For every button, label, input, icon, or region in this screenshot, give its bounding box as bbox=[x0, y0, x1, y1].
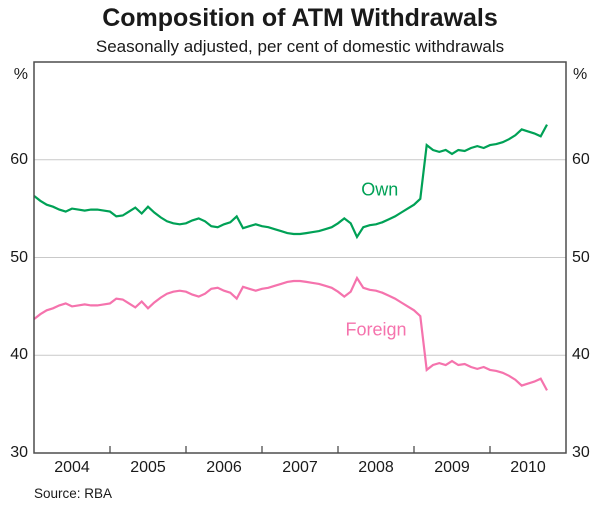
y-axis-label-right-60: 60 bbox=[572, 150, 590, 168]
own-series-label: Own bbox=[361, 179, 399, 200]
x-axis-label-2009: 2009 bbox=[434, 459, 470, 476]
series-line-own bbox=[33, 124, 548, 240]
x-axis-label-2005: 2005 bbox=[130, 459, 166, 476]
y-axis-unit-right: % bbox=[573, 66, 588, 83]
y-axis-unit-left: % bbox=[13, 66, 28, 83]
x-axis-label-2010: 2010 bbox=[510, 459, 546, 476]
source-note: Source: RBA bbox=[34, 486, 113, 501]
series-line-foreign bbox=[33, 275, 548, 391]
y-axis-label-right-50: 50 bbox=[572, 248, 590, 266]
chart-title: Composition of ATM Withdrawals bbox=[102, 4, 498, 32]
plot-frame bbox=[33, 61, 567, 454]
x-axis-label-2006: 2006 bbox=[206, 459, 242, 476]
foreign-series-label: Foreign bbox=[345, 319, 407, 340]
y-axis-label-left-50: 50 bbox=[10, 248, 28, 266]
y-axis-label-left-40: 40 bbox=[10, 346, 28, 364]
x-axis-label-2008: 2008 bbox=[358, 459, 394, 476]
x-axis-label-2007: 2007 bbox=[282, 459, 318, 476]
x-axis-label-2004: 2004 bbox=[54, 459, 90, 476]
y-axis-label-right-40: 40 bbox=[572, 346, 590, 364]
chart-subtitle: Seasonally adjusted, per cent of domesti… bbox=[95, 37, 505, 56]
y-axis-label-left-60: 60 bbox=[10, 150, 28, 168]
y-axis-label-right-30: 30 bbox=[572, 444, 590, 461]
y-axis-label-left-30: 30 bbox=[10, 444, 28, 461]
